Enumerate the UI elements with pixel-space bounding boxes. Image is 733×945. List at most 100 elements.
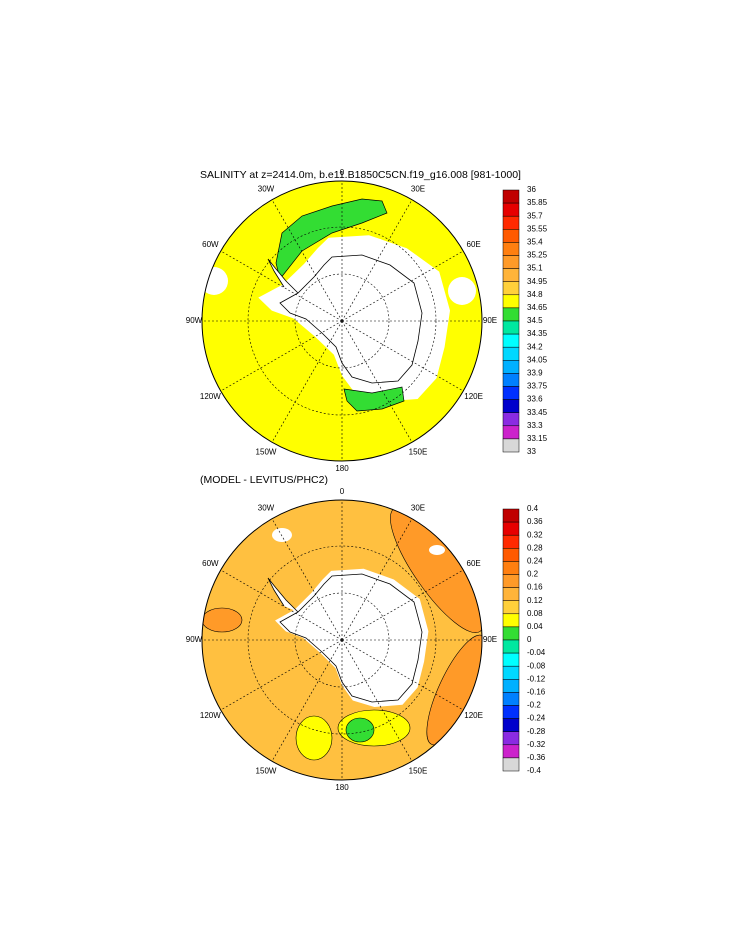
map-panel: (MODEL - LEVITUS/PHC2) 0 30E 60E 90E 120E 150E… bbox=[186, 474, 546, 792]
colorbar-swatch bbox=[502, 242, 520, 256]
colorbar-label: 34.05 bbox=[527, 355, 548, 364]
neg-anomaly bbox=[345, 717, 375, 743]
missing-area bbox=[448, 277, 476, 305]
colorbar-swatch bbox=[502, 360, 520, 374]
longitude-label: 120E bbox=[464, 711, 483, 720]
colorbar-label: 0.4 bbox=[527, 504, 539, 513]
colorbar-swatch bbox=[502, 438, 520, 453]
colorbar-label: 33.75 bbox=[527, 382, 548, 391]
colorbar-swatch bbox=[502, 613, 520, 628]
peninsula bbox=[267, 577, 299, 613]
colorbar-swatch bbox=[502, 521, 520, 536]
meridian bbox=[271, 320, 343, 443]
colorbar-swatch bbox=[502, 333, 520, 348]
meridian bbox=[271, 639, 343, 762]
longitude-label: 60E bbox=[467, 559, 481, 568]
peninsula bbox=[267, 258, 299, 294]
colorbar-label: -0.12 bbox=[527, 674, 546, 683]
colorbar-label: 34.95 bbox=[527, 277, 548, 286]
longitude-label: 90E bbox=[483, 316, 497, 325]
meridian bbox=[341, 639, 464, 711]
meridian bbox=[220, 250, 343, 322]
colorbar-label: 34.35 bbox=[527, 329, 548, 338]
colorbar-label: 35.7 bbox=[527, 211, 543, 220]
panel-title: (MODEL - LEVITUS/PHC2) bbox=[200, 474, 328, 486]
meridian bbox=[220, 639, 343, 711]
colorbar-label: -0.28 bbox=[527, 727, 546, 736]
longitude-label: 60W bbox=[202, 559, 219, 568]
longitude-label: 120E bbox=[464, 392, 483, 401]
longitude-label: 90E bbox=[483, 635, 497, 644]
colorbar-label: 33.45 bbox=[527, 408, 548, 417]
colorbar-swatch bbox=[502, 508, 520, 523]
colorbar-label: 35.4 bbox=[527, 238, 543, 247]
latitude-line bbox=[294, 273, 390, 369]
longitude-label: 30W bbox=[258, 184, 275, 193]
longitude-label: 30E bbox=[411, 184, 425, 193]
colorbar-label: 36 bbox=[527, 185, 536, 194]
colorbar-label: 33.3 bbox=[527, 421, 543, 430]
colorbar-label: 35.1 bbox=[527, 264, 543, 273]
colorbar-swatch bbox=[502, 600, 520, 615]
colorbar-swatch bbox=[502, 215, 520, 230]
colorbar-label: 0.12 bbox=[527, 596, 543, 605]
colorbar-swatch bbox=[502, 626, 520, 641]
colorbar-label: 33 bbox=[527, 447, 536, 456]
colorbar-label: 0.36 bbox=[527, 517, 543, 526]
colorbar-label: 33.6 bbox=[527, 395, 543, 404]
colorbar-swatch bbox=[502, 665, 520, 680]
colorbar-swatch bbox=[502, 229, 520, 243]
colorbar-swatch bbox=[502, 718, 520, 732]
colorbar-swatch bbox=[502, 561, 520, 575]
colorbar-label: -0.36 bbox=[527, 753, 546, 762]
colorbar-label: 35.25 bbox=[527, 251, 548, 260]
colorbar-swatch bbox=[502, 652, 520, 667]
colorbar-swatch bbox=[502, 412, 520, 427]
latitude-line bbox=[294, 592, 390, 688]
longitude-label: 0 bbox=[340, 168, 345, 177]
colorbar-label: -0.2 bbox=[527, 701, 541, 710]
colorbar-label: 0.04 bbox=[527, 622, 543, 631]
low-anomaly bbox=[295, 715, 333, 761]
longitude-label: 30W bbox=[258, 503, 275, 512]
longitude-label: 60W bbox=[202, 240, 219, 249]
missing-area bbox=[429, 545, 445, 555]
colorbar-label: 33.9 bbox=[527, 369, 543, 378]
colorbar-label: -0.24 bbox=[527, 714, 546, 723]
colorbar-swatch bbox=[502, 534, 520, 549]
longitude-label: 0 bbox=[340, 487, 345, 496]
colorbar-swatch bbox=[502, 189, 520, 204]
longitude-label: 180 bbox=[335, 783, 349, 792]
colorbar-label: 35.55 bbox=[527, 224, 548, 233]
colorbar-label: 0.28 bbox=[527, 543, 543, 552]
meridian bbox=[341, 199, 413, 322]
colorbar-swatch bbox=[502, 679, 520, 693]
longitude-label: 150W bbox=[256, 448, 277, 457]
map-border bbox=[201, 499, 483, 781]
colorbar-swatch bbox=[502, 294, 520, 309]
colorbar-label: 33.15 bbox=[527, 434, 548, 443]
colorbar-swatch bbox=[502, 744, 520, 759]
colorbar-swatch bbox=[502, 373, 520, 387]
antarctica bbox=[279, 254, 423, 384]
colorbar-swatch bbox=[502, 574, 520, 588]
colorbar-label: -0.04 bbox=[527, 648, 546, 657]
colorbar-swatch bbox=[502, 705, 520, 719]
longitude-label: 90W bbox=[186, 316, 203, 325]
colorbar-swatch bbox=[502, 639, 520, 654]
colorbar-swatch bbox=[502, 255, 520, 269]
colorbar-label: -0.08 bbox=[527, 661, 546, 670]
colorbar-label: -0.32 bbox=[527, 740, 546, 749]
colorbar-swatch bbox=[502, 692, 520, 706]
colorbar-label: 34.5 bbox=[527, 316, 543, 325]
longitude-label: 150E bbox=[409, 767, 428, 776]
colorbar-label: 0.2 bbox=[527, 570, 539, 579]
colorbar-swatch bbox=[502, 320, 520, 335]
colorbar-swatch bbox=[502, 281, 520, 296]
colorbar-label: 34.8 bbox=[527, 290, 543, 299]
panel-title: SALINITY at z=2414.0m, b.e11.B1850C5CN.f… bbox=[200, 169, 521, 181]
colorbar-swatch bbox=[502, 731, 520, 746]
colorbar-swatch bbox=[502, 757, 520, 772]
meridian bbox=[341, 320, 413, 443]
